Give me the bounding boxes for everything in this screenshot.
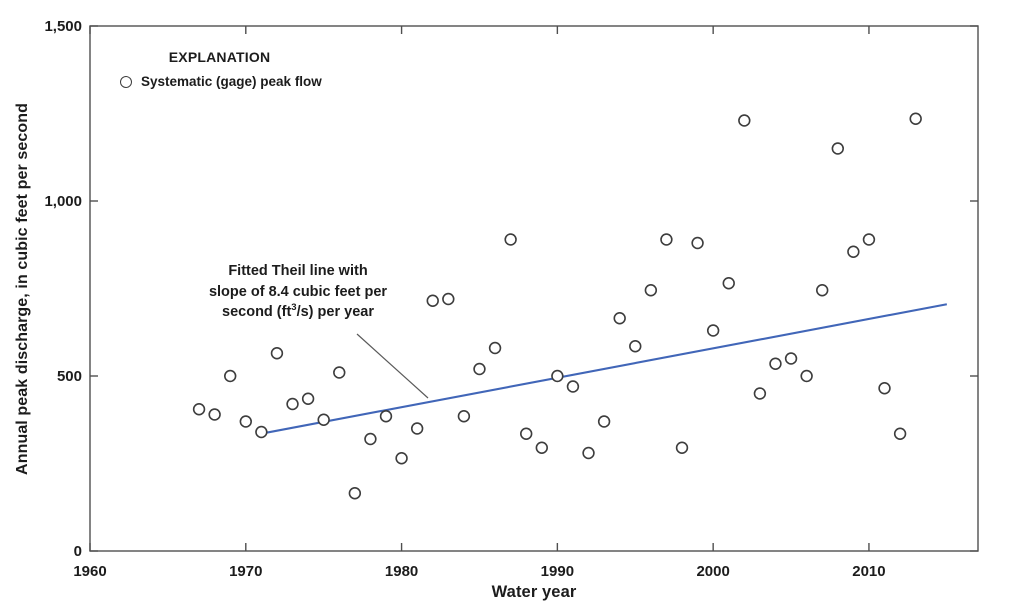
x-tick-label: 2000 (696, 563, 729, 580)
data-point (566, 380, 580, 393)
y-axis-title: Annual peak discharge, in cubic feet per… (14, 103, 31, 475)
data-point (597, 415, 611, 428)
data-point (862, 233, 876, 246)
x-tick-label: 1960 (73, 563, 106, 580)
x-tick-label: 1980 (385, 563, 418, 580)
data-point (738, 114, 751, 127)
data-point (644, 284, 658, 297)
annotation-line-3: second (ft3/s) per year (222, 302, 374, 320)
x-tick-label: 1970 (229, 563, 262, 580)
data-point (301, 392, 315, 405)
data-point (582, 446, 595, 460)
data-point (379, 410, 393, 423)
data-point (239, 415, 252, 428)
legend-title: EXPLANATION (168, 49, 271, 65)
annotation-line-1: Fitted Theil line with (228, 263, 368, 279)
data-point (286, 397, 299, 411)
open-circle-marker-icon (120, 75, 132, 88)
data-point (551, 369, 564, 383)
annotation-line-2: slope of 8.4 cubic feet per (208, 283, 388, 300)
x-tick-label: 1990 (541, 563, 574, 580)
data-point (878, 382, 891, 395)
data-point (706, 324, 720, 337)
theil-line-annotation: Fitted Theil line with slope of 8.4 cubi… (200, 261, 396, 323)
data-point (675, 441, 689, 454)
data-point (784, 352, 798, 365)
data-point (629, 340, 642, 353)
legend-item-systematic-peak-flow: Systematic (gage) peak flow (120, 74, 327, 89)
data-point (909, 112, 922, 125)
data-point (208, 408, 221, 421)
data-point (520, 427, 533, 440)
data-point (847, 245, 860, 258)
x-axis-title: Water year (491, 583, 577, 601)
data-point (333, 366, 346, 379)
x-tick-label: 2010 (852, 563, 885, 580)
data-point (395, 452, 408, 465)
data-point (816, 284, 829, 297)
data-point (753, 387, 767, 400)
data-point (192, 403, 206, 416)
data-point (722, 277, 735, 290)
data-point (769, 357, 782, 370)
data-point (473, 362, 486, 376)
y-tick-label: 500 (57, 368, 82, 385)
data-point (613, 312, 626, 325)
annotation-leader-line (356, 333, 429, 399)
data-point (224, 369, 237, 383)
data-point (442, 292, 455, 306)
y-tick-label: 0 (74, 543, 82, 560)
y-tick-label: 1,000 (44, 193, 82, 210)
data-point (800, 369, 813, 383)
data-point (317, 413, 330, 426)
data-point (364, 432, 377, 446)
data-point (831, 142, 844, 155)
data-point (504, 233, 517, 246)
data-point (535, 441, 548, 454)
data-point (348, 487, 362, 500)
data-point (410, 422, 424, 435)
data-point (660, 233, 673, 246)
legend: EXPLANATION Systematic (gage) peak flow (112, 49, 327, 89)
data-point (426, 294, 439, 307)
theil-trend-line (264, 303, 948, 435)
data-point (893, 427, 907, 440)
data-point (488, 341, 502, 355)
y-tick-label: 1,500 (44, 18, 82, 35)
data-point (691, 236, 704, 250)
plot-border (89, 25, 979, 552)
data-point (457, 410, 471, 423)
legend-item-label: Systematic (gage) peak flow (141, 74, 322, 89)
data-point (270, 347, 284, 360)
data-point (255, 425, 268, 439)
